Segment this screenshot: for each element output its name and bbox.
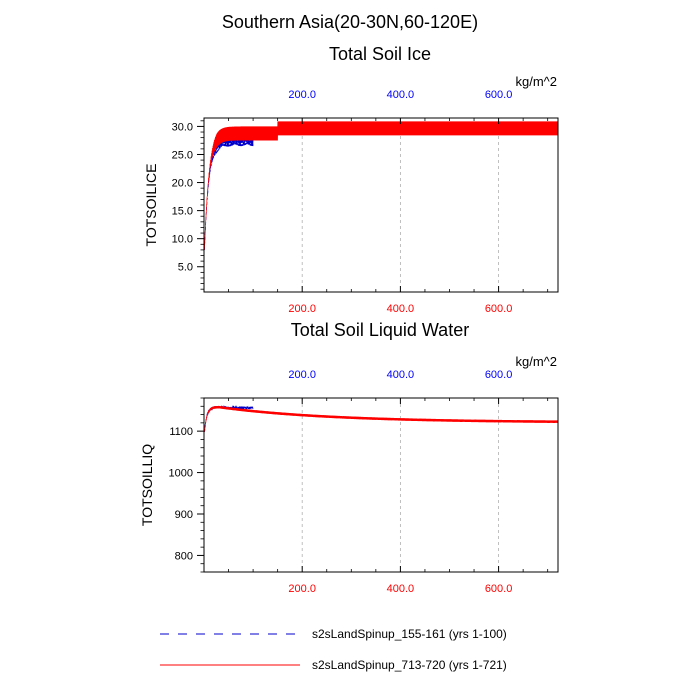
y-axis-label: TOTSOILLIQ — [139, 444, 155, 526]
plot-frame — [203, 117, 559, 293]
region-title: Southern Asia(20-30N,60-120E) — [222, 12, 478, 32]
units-label: kg/m^2 — [515, 74, 557, 89]
series-1-line — [204, 130, 254, 250]
y-axis-label: TOTSOILICE — [143, 164, 159, 247]
y-tick-label: 30.0 — [172, 121, 193, 133]
top-x-tick-label: 200.0 — [288, 369, 316, 381]
bottom-x-tick-label: 600.0 — [485, 303, 513, 315]
top-x-tick-labels: 200.0 400.0 600.0 — [288, 89, 512, 101]
bottom-x-tick-label: 400.0 — [387, 303, 415, 315]
series-2-line — [204, 405, 559, 433]
grid-lines — [301, 398, 499, 572]
top-x-tick-label: 400.0 — [387, 369, 415, 381]
legend-label-2: s2sLandSpinup_713-720 (yrs 1-721) — [312, 658, 507, 672]
y-tick-label: 10.0 — [172, 234, 193, 246]
chart-title: Total Soil Ice — [329, 44, 431, 64]
y-tick-label: 1000 — [169, 468, 193, 480]
y-tick-label: 900 — [175, 509, 193, 521]
panel-total-soil-liquid-water: Total Soil Liquid Water kg/m^2 TOTSOILLI… — [139, 320, 559, 595]
y-tick-label: 25.0 — [172, 149, 193, 161]
chart-title: Total Soil Liquid Water — [291, 320, 469, 340]
units-label: kg/m^2 — [515, 354, 557, 369]
series-2-line — [204, 121, 559, 250]
series-lines — [204, 404, 559, 433]
y-tick-label: 5.0 — [178, 262, 193, 274]
top-x-tick-label: 600.0 — [485, 89, 513, 101]
y-tick-label: 1100 — [169, 426, 193, 438]
legend: s2sLandSpinup_155-161 (yrs 1-100) s2sLan… — [160, 627, 507, 672]
bottom-x-tick-labels: 200.0 400.0 600.0 — [288, 303, 512, 315]
y-tick-label: 800 — [175, 550, 193, 562]
bottom-x-tick-label: 400.0 — [387, 583, 415, 595]
bottom-x-tick-label: 200.0 — [288, 583, 316, 595]
legend-label-1: s2sLandSpinup_155-161 (yrs 1-100) — [312, 627, 507, 641]
bottom-x-tick-label: 200.0 — [288, 303, 316, 315]
top-x-tick-label: 200.0 — [288, 89, 316, 101]
bottom-x-tick-label: 600.0 — [485, 583, 513, 595]
y-tick-labels: 800 900 1000 1100 — [169, 426, 193, 562]
top-x-tick-labels: 200.0 400.0 600.0 — [288, 369, 512, 381]
plot-frame — [203, 397, 559, 573]
axis-ticks — [197, 397, 549, 573]
y-tick-labels: 5.0 10.0 15.0 20.0 25.0 30.0 — [172, 121, 193, 273]
top-x-tick-label: 400.0 — [387, 89, 415, 101]
y-tick-label: 15.0 — [172, 206, 193, 218]
grid-lines — [301, 118, 499, 292]
top-x-tick-label: 600.0 — [485, 369, 513, 381]
panel-total-soil-ice: Total Soil Ice kg/m^2 TOTSOILICE 5.0 10.0… — [143, 44, 559, 315]
series-lines — [204, 121, 559, 250]
bottom-x-tick-labels: 200.0 400.0 600.0 — [288, 583, 512, 595]
y-tick-label: 20.0 — [172, 178, 193, 190]
